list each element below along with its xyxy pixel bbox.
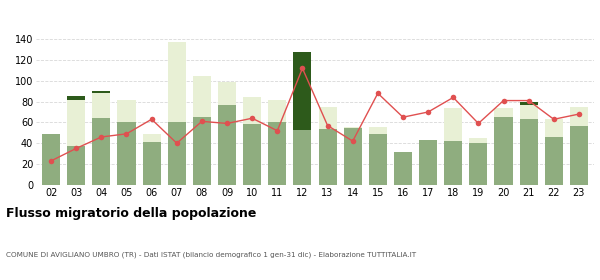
Bar xyxy=(243,97,261,125)
Bar xyxy=(293,130,311,185)
Bar xyxy=(92,91,110,93)
Bar xyxy=(319,107,337,129)
Bar xyxy=(494,117,512,185)
Bar xyxy=(268,122,286,185)
Bar xyxy=(545,137,563,185)
Bar xyxy=(570,125,588,185)
Bar xyxy=(168,42,186,122)
Bar xyxy=(369,127,387,134)
Bar xyxy=(92,93,110,118)
Bar xyxy=(67,99,85,146)
Text: COMUNE DI AVIGLIANO UMBRO (TR) - Dati ISTAT (bilancio demografico 1 gen-31 dic) : COMUNE DI AVIGLIANO UMBRO (TR) - Dati IS… xyxy=(6,252,416,258)
Bar xyxy=(520,119,538,185)
Bar xyxy=(143,142,161,185)
Bar xyxy=(268,99,286,122)
Bar xyxy=(193,117,211,185)
Bar xyxy=(118,122,136,185)
Bar xyxy=(344,128,362,185)
Bar xyxy=(67,96,85,99)
Bar xyxy=(92,118,110,185)
Bar xyxy=(218,82,236,105)
Bar xyxy=(469,138,487,143)
Bar xyxy=(243,125,261,185)
Bar xyxy=(444,108,462,141)
Bar xyxy=(494,108,512,117)
Bar xyxy=(520,105,538,119)
Bar xyxy=(469,143,487,185)
Bar xyxy=(319,129,337,185)
Bar xyxy=(168,122,186,185)
Bar xyxy=(143,134,161,142)
Bar xyxy=(545,119,563,137)
Bar xyxy=(42,134,60,185)
Bar xyxy=(218,105,236,185)
Bar xyxy=(344,127,362,128)
Bar xyxy=(369,134,387,185)
Bar xyxy=(67,146,85,185)
Bar xyxy=(570,107,588,125)
Bar xyxy=(419,140,437,185)
Bar xyxy=(293,52,311,130)
Bar xyxy=(444,141,462,185)
Bar xyxy=(118,99,136,122)
Text: Flusso migratorio della popolazione: Flusso migratorio della popolazione xyxy=(6,207,256,220)
Bar xyxy=(193,76,211,117)
Bar xyxy=(520,102,538,105)
Bar xyxy=(394,151,412,185)
